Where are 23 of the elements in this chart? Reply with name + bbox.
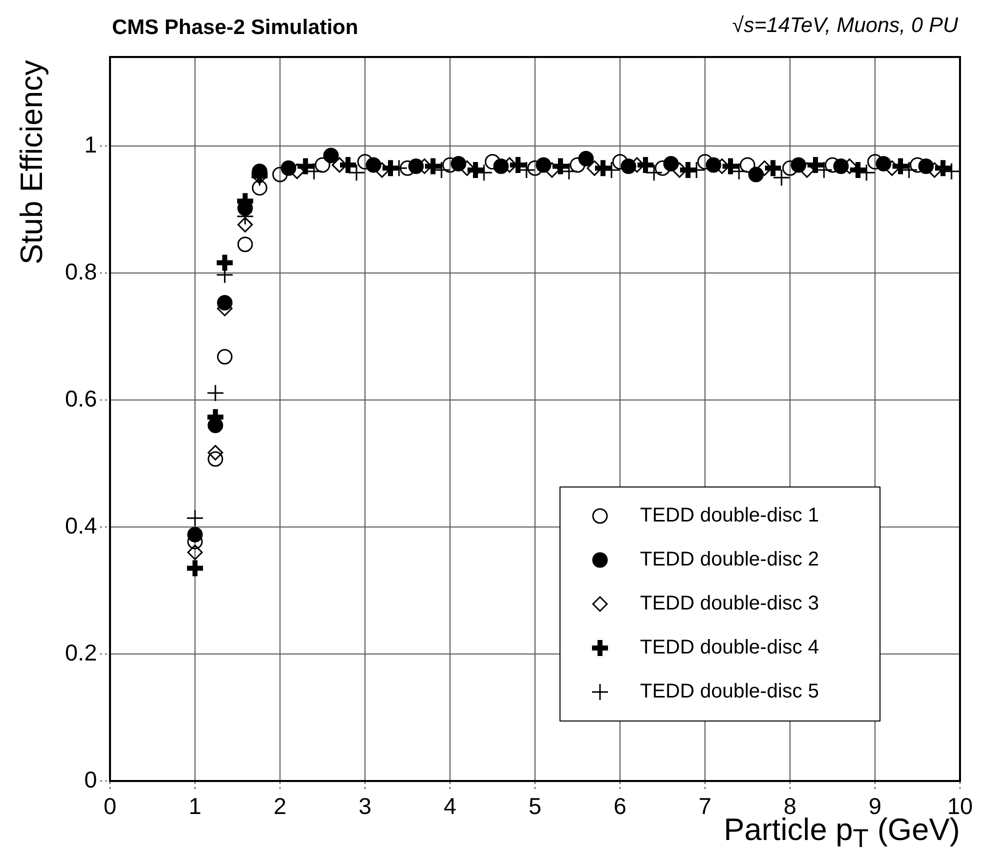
x-tick-label: 3 (358, 793, 372, 820)
y-tick-label: 0.4 (65, 512, 98, 538)
x-tick-label: 4 (444, 793, 457, 820)
chart-title: CMS Phase-2 Simulation (112, 16, 358, 40)
x-tick-label: 6 (614, 793, 626, 820)
x-tick-label: 0 (104, 793, 116, 820)
legend-label: TEDD double-disc 2 (640, 548, 819, 571)
y-tick-label: 0.8 (65, 258, 97, 284)
legend-label: TEDD double-disc 1 (640, 504, 819, 527)
y-tick-label: 1 (84, 131, 97, 158)
x-tick-label: 1 (188, 793, 202, 820)
y-tick-label: 0 (84, 766, 97, 792)
legend-label: TEDD double-disc 4 (640, 636, 819, 659)
legend-label: TEDD double-disc 3 (640, 592, 819, 615)
x-tick-label: 5 (528, 793, 542, 820)
x-tick-label: 9 (868, 793, 882, 820)
x-tick-label: 2 (274, 793, 286, 820)
y-tick-label: 0.2 (65, 639, 97, 666)
y-axis-title: Stub Efficiency (14, 60, 50, 264)
x-tick-label: 7 (698, 793, 712, 820)
chart-subtitle: √s=14TeV, Muons, 0 PU (732, 14, 958, 38)
legend-label: TEDD double-disc 5 (640, 680, 819, 703)
y-tick-label: 0.6 (65, 385, 97, 412)
